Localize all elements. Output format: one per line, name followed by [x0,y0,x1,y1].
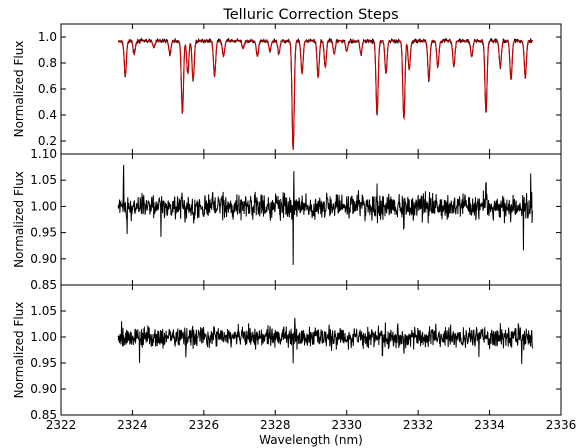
panel-1: 0.2 0.4 0.6 0.8 1.0 Normalized Flux [12,23,562,155]
axes-frame-panel3 [60,284,562,416]
y-tick-label-panel1: 0.2 [38,134,57,148]
y-tick-label-panel2: 1.10 [30,147,57,161]
y-axis-label-panel1: Normalized Flux [12,41,26,138]
axes-frame-panel2 [60,153,562,286]
y-tick-label-panel1: 0.6 [38,82,57,96]
x-tick-label: 2334 [474,418,505,432]
y-axis-label-panel2: Normalized Flux [12,171,26,268]
panel-3: 0.85 0.90 0.95 1.00 1.05 Normalized Flux [12,284,562,422]
series-line-panel3-1 [117,317,533,364]
x-tick-label: 2326 [189,418,220,432]
y-tick-label-panel2: 1.05 [30,173,57,187]
x-tick-label: 2336 [546,418,577,432]
y-tick-label-panel3: 0.85 [30,408,57,422]
y-tick-label-panel3: 0.95 [30,356,57,370]
x-tick-label: 2330 [331,418,362,432]
panel-2: 0.85 0.90 0.95 1.00 1.05 1.10 Normalized Flux [12,147,562,292]
y-tick-label-panel2: 1.00 [30,199,57,213]
chart-title: Telluric Correction Steps [222,7,398,23]
x-tick-label: 2322 [46,418,77,432]
x-tick-label: 2332 [403,418,434,432]
y-tick-label-panel3: 1.05 [30,304,57,318]
y-tick-label-panel3: 0.90 [30,382,57,396]
y-tick-label-panel1: 0.8 [38,56,57,70]
y-tick-label-panel2: 0.95 [30,226,57,240]
x-tick-label: 2328 [260,418,291,432]
x-axis-label: Wavelength (nm) [259,433,363,447]
y-axis-label-panel3: Normalized Flux [12,302,26,399]
series-line-panel2-1 [117,164,533,265]
y-tick-label-panel1: 1.0 [38,30,57,44]
series-line-panel1-2 [118,40,533,151]
x-tick-label: 2324 [117,418,148,432]
y-tick-label-panel3: 1.00 [30,330,57,344]
y-tick-label-panel1: 0.4 [38,108,57,122]
y-tick-label-panel2: 0.90 [30,252,57,266]
y-tick-label-panel2: 0.85 [30,278,57,292]
